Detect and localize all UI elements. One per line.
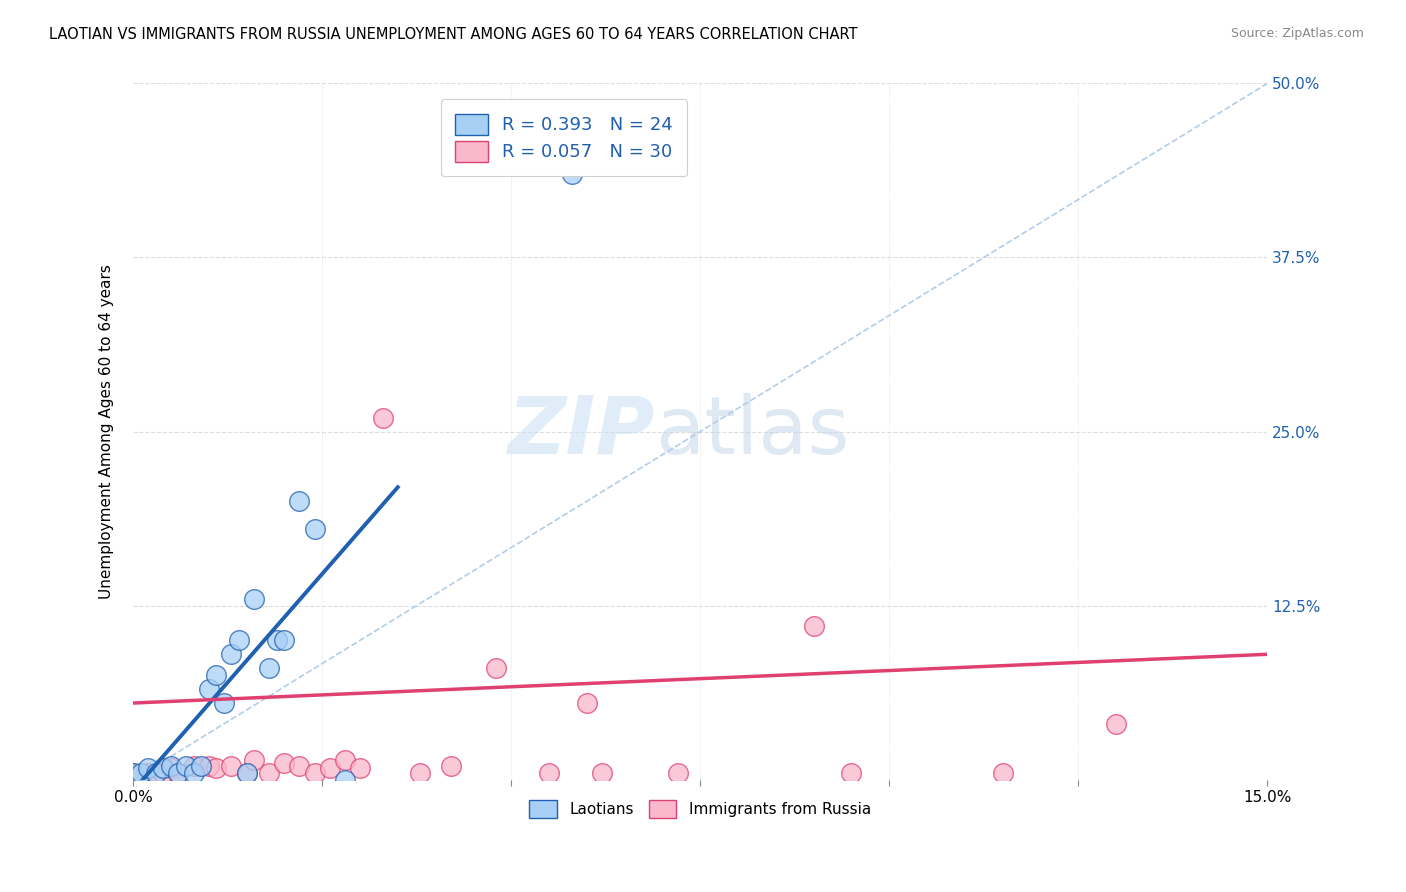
Point bbox=[174, 758, 197, 772]
Point bbox=[666, 765, 689, 780]
Point bbox=[304, 765, 326, 780]
Point bbox=[160, 758, 183, 772]
Point bbox=[197, 758, 219, 772]
Point bbox=[591, 765, 613, 780]
Point bbox=[205, 668, 228, 682]
Point bbox=[257, 661, 280, 675]
Point bbox=[183, 758, 205, 772]
Point bbox=[136, 762, 159, 776]
Point bbox=[537, 765, 560, 780]
Point bbox=[190, 758, 212, 772]
Point bbox=[288, 758, 311, 772]
Text: ZIP: ZIP bbox=[508, 392, 655, 470]
Point bbox=[145, 765, 167, 780]
Point bbox=[371, 410, 394, 425]
Point bbox=[266, 633, 288, 648]
Point bbox=[183, 765, 205, 780]
Point bbox=[167, 765, 190, 780]
Point bbox=[288, 494, 311, 508]
Point bbox=[122, 765, 145, 780]
Point bbox=[409, 765, 432, 780]
Point bbox=[235, 765, 257, 780]
Point bbox=[991, 765, 1014, 780]
Point bbox=[221, 648, 243, 662]
Point bbox=[136, 765, 159, 780]
Text: atlas: atlas bbox=[655, 392, 849, 470]
Point bbox=[129, 765, 152, 780]
Point bbox=[561, 167, 583, 181]
Point bbox=[273, 633, 295, 648]
Point bbox=[333, 753, 356, 767]
Point bbox=[440, 758, 463, 772]
Point bbox=[212, 696, 235, 710]
Point bbox=[160, 762, 183, 776]
Point bbox=[333, 772, 356, 787]
Point bbox=[349, 762, 371, 776]
Point bbox=[197, 682, 219, 697]
Point bbox=[221, 758, 243, 772]
Point bbox=[152, 765, 174, 780]
Point bbox=[205, 762, 228, 776]
Point bbox=[257, 765, 280, 780]
Text: Source: ZipAtlas.com: Source: ZipAtlas.com bbox=[1230, 27, 1364, 40]
Point bbox=[803, 619, 825, 633]
Point bbox=[575, 696, 598, 710]
Point bbox=[243, 753, 266, 767]
Y-axis label: Unemployment Among Ages 60 to 64 years: Unemployment Among Ages 60 to 64 years bbox=[100, 264, 114, 599]
Point bbox=[235, 765, 257, 780]
Point bbox=[167, 765, 190, 780]
Point bbox=[152, 762, 174, 776]
Point bbox=[243, 591, 266, 606]
Point bbox=[841, 765, 863, 780]
Point bbox=[304, 522, 326, 536]
Text: LAOTIAN VS IMMIGRANTS FROM RUSSIA UNEMPLOYMENT AMONG AGES 60 TO 64 YEARS CORRELA: LAOTIAN VS IMMIGRANTS FROM RUSSIA UNEMPL… bbox=[49, 27, 858, 42]
Point bbox=[319, 762, 342, 776]
Point bbox=[1105, 717, 1128, 731]
Point bbox=[228, 633, 250, 648]
Point bbox=[485, 661, 508, 675]
Point bbox=[273, 756, 295, 770]
Point bbox=[122, 765, 145, 780]
Legend: Laotians, Immigrants from Russia: Laotians, Immigrants from Russia bbox=[523, 794, 877, 824]
